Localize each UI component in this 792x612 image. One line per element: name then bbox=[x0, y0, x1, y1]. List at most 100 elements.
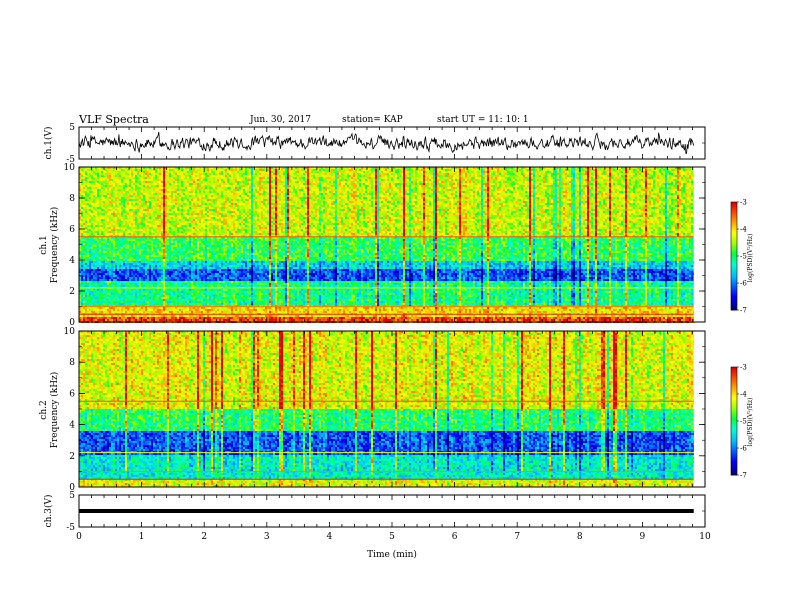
ch1-spectrogram-cell bbox=[559, 169, 561, 171]
ch1-spectrogram-cell bbox=[543, 171, 545, 173]
ch1-spectrogram-cell bbox=[593, 171, 595, 173]
ch1-spectrogram-cell bbox=[361, 169, 363, 171]
ch1-spectrogram-cell bbox=[481, 169, 483, 171]
ch1-spectrogram-cell bbox=[669, 171, 671, 173]
ch1-spectrogram-cell bbox=[199, 173, 201, 175]
ch1-spectrogram-cell bbox=[419, 171, 421, 173]
ch1-spectrogram-cell bbox=[113, 169, 115, 171]
ch1-spectrogram-cell bbox=[649, 169, 651, 171]
ch1-spectrogram-cell bbox=[359, 171, 361, 173]
ch1-spectrogram-cell bbox=[485, 169, 487, 171]
ch1-spectrogram-cell bbox=[575, 171, 577, 173]
ch1-spectrogram-cell bbox=[129, 173, 131, 175]
ch1-spectrogram-cell bbox=[609, 171, 611, 173]
ch1-spectrogram-cell bbox=[503, 171, 505, 173]
ch1-waveform-ytick-label: 5 bbox=[69, 123, 75, 133]
ch1-spectrogram-cell bbox=[447, 169, 449, 171]
ch1-spectrogram-cell bbox=[461, 169, 463, 171]
ch1-spectrogram-cell bbox=[461, 171, 463, 173]
ch1-spectrogram-cell bbox=[239, 169, 241, 171]
ch1-spectrogram-cell bbox=[307, 169, 309, 171]
ch1-spectrogram-cell bbox=[591, 171, 593, 173]
ch1-spectrogram-cell bbox=[613, 169, 615, 171]
ch1-spectrogram-cell bbox=[195, 173, 197, 175]
ch1-spectrogram-cell bbox=[521, 171, 523, 173]
ch1-spectrogram-cell bbox=[583, 169, 585, 171]
ch1-spectrogram-cell bbox=[253, 173, 255, 175]
ch1-spectrogram-cell bbox=[121, 169, 123, 171]
ch1-spectrogram-cell bbox=[511, 169, 513, 171]
ch1-spectrogram-cell bbox=[211, 169, 213, 171]
ch1-spectrogram-cell bbox=[151, 169, 153, 171]
ch1-spectrogram-cell bbox=[557, 171, 559, 173]
ch1-spectrogram-cell bbox=[103, 171, 105, 173]
ch1-spectrogram-cell bbox=[143, 171, 145, 173]
ch1-spectrogram-cell bbox=[601, 169, 603, 171]
ch1-spectrogram-cell bbox=[341, 171, 343, 173]
ch1-spectrogram-cell bbox=[533, 169, 535, 171]
ch1-spectrogram-cell bbox=[177, 173, 179, 175]
ch1-spectrogram-cell bbox=[153, 171, 155, 173]
ch1-spectrogram-cell bbox=[673, 171, 675, 173]
ch1-spectrogram-cell bbox=[551, 169, 553, 171]
ch1-spectrogram-cell bbox=[345, 171, 347, 173]
ch1-spectrogram-cell bbox=[121, 171, 123, 173]
ch1-spectrogram-cell bbox=[619, 169, 621, 171]
ch1-spectrogram-cell bbox=[235, 171, 237, 173]
ch1-spectrogram-cell bbox=[651, 171, 653, 173]
ch1-spectrogram-cell bbox=[139, 171, 141, 173]
ch1-spectrogram-cell bbox=[261, 173, 263, 175]
ch1-spectrogram-cell bbox=[125, 169, 127, 171]
ch1-spectrogram-cell bbox=[221, 169, 223, 171]
ch1-spectrogram-cell bbox=[495, 171, 497, 173]
ch1-spectrogram-cell bbox=[583, 171, 585, 173]
ch1-spectrogram-cell bbox=[271, 173, 273, 175]
ch1-spectrogram-cell bbox=[173, 169, 175, 171]
ch1-spectrogram-cell bbox=[197, 171, 199, 173]
ch1-spectrogram-cell bbox=[681, 169, 683, 171]
ch1-spectrogram-cell bbox=[201, 173, 203, 175]
ch1-spectrogram-cell bbox=[271, 169, 273, 171]
ch1-spectrogram-cell bbox=[305, 171, 307, 173]
ch1-spectrogram-cell bbox=[429, 171, 431, 173]
ch1-spectrogram-cell bbox=[489, 169, 491, 171]
ch1-spectrogram-cell bbox=[349, 171, 351, 173]
ch1-spectrogram-cell bbox=[181, 173, 183, 175]
ch1-spectrogram-cell bbox=[171, 169, 173, 171]
ch1-spectrogram-cell bbox=[147, 171, 149, 173]
ch1-spectrogram-cell bbox=[135, 169, 137, 171]
ch1-spectrogram-cell bbox=[181, 171, 183, 173]
ch1-spectrogram-cell bbox=[169, 171, 171, 173]
ch1-spectrogram-cell bbox=[519, 171, 521, 173]
ch1-spectrogram-cell bbox=[281, 173, 283, 175]
ch1-spectrogram-cell bbox=[369, 169, 371, 171]
ch1-spectrogram-cell bbox=[537, 171, 539, 173]
ch1-spectrogram-cell bbox=[595, 171, 597, 173]
ch1-spectrogram-cell bbox=[359, 169, 361, 171]
ch1-spectrogram-cell bbox=[413, 171, 415, 173]
ch1-spectrogram-cell bbox=[447, 171, 449, 173]
ch1-spectrogram-cell bbox=[241, 171, 243, 173]
ch1-spectrogram-cell bbox=[175, 171, 177, 173]
ch1-spectrogram-cell bbox=[457, 169, 459, 171]
ch1-spectrogram-cell bbox=[107, 169, 109, 171]
ch1-spectrogram-cell bbox=[109, 171, 111, 173]
ch1-spectrogram-cell bbox=[425, 171, 427, 173]
ch1-spectrogram-cell bbox=[331, 171, 333, 173]
ch1-spectrogram-cell bbox=[545, 171, 547, 173]
ch1-spectrogram-cell bbox=[85, 173, 87, 175]
ch1-spectrogram-cell bbox=[631, 171, 633, 173]
ch1-spectrogram-cell bbox=[663, 171, 665, 173]
ch1-spectrogram-cell bbox=[365, 171, 367, 173]
ch1-spectrogram-cell bbox=[303, 171, 305, 173]
ch1-spectrogram-cell bbox=[255, 169, 257, 171]
ch1-spectrogram-cell bbox=[525, 169, 527, 171]
ch1-spectrogram-cell bbox=[205, 173, 207, 175]
ch1-spectrogram-cell bbox=[267, 173, 269, 175]
ch1-spectrogram-cell bbox=[111, 173, 113, 175]
ch1-spectrogram-cell bbox=[181, 169, 183, 171]
ch1-spectrogram-cell bbox=[491, 171, 493, 173]
ch1-spectrogram-cell bbox=[223, 169, 225, 171]
ch1-spectrogram-cell bbox=[273, 173, 275, 175]
ch1-spectrogram-cell bbox=[235, 169, 237, 171]
